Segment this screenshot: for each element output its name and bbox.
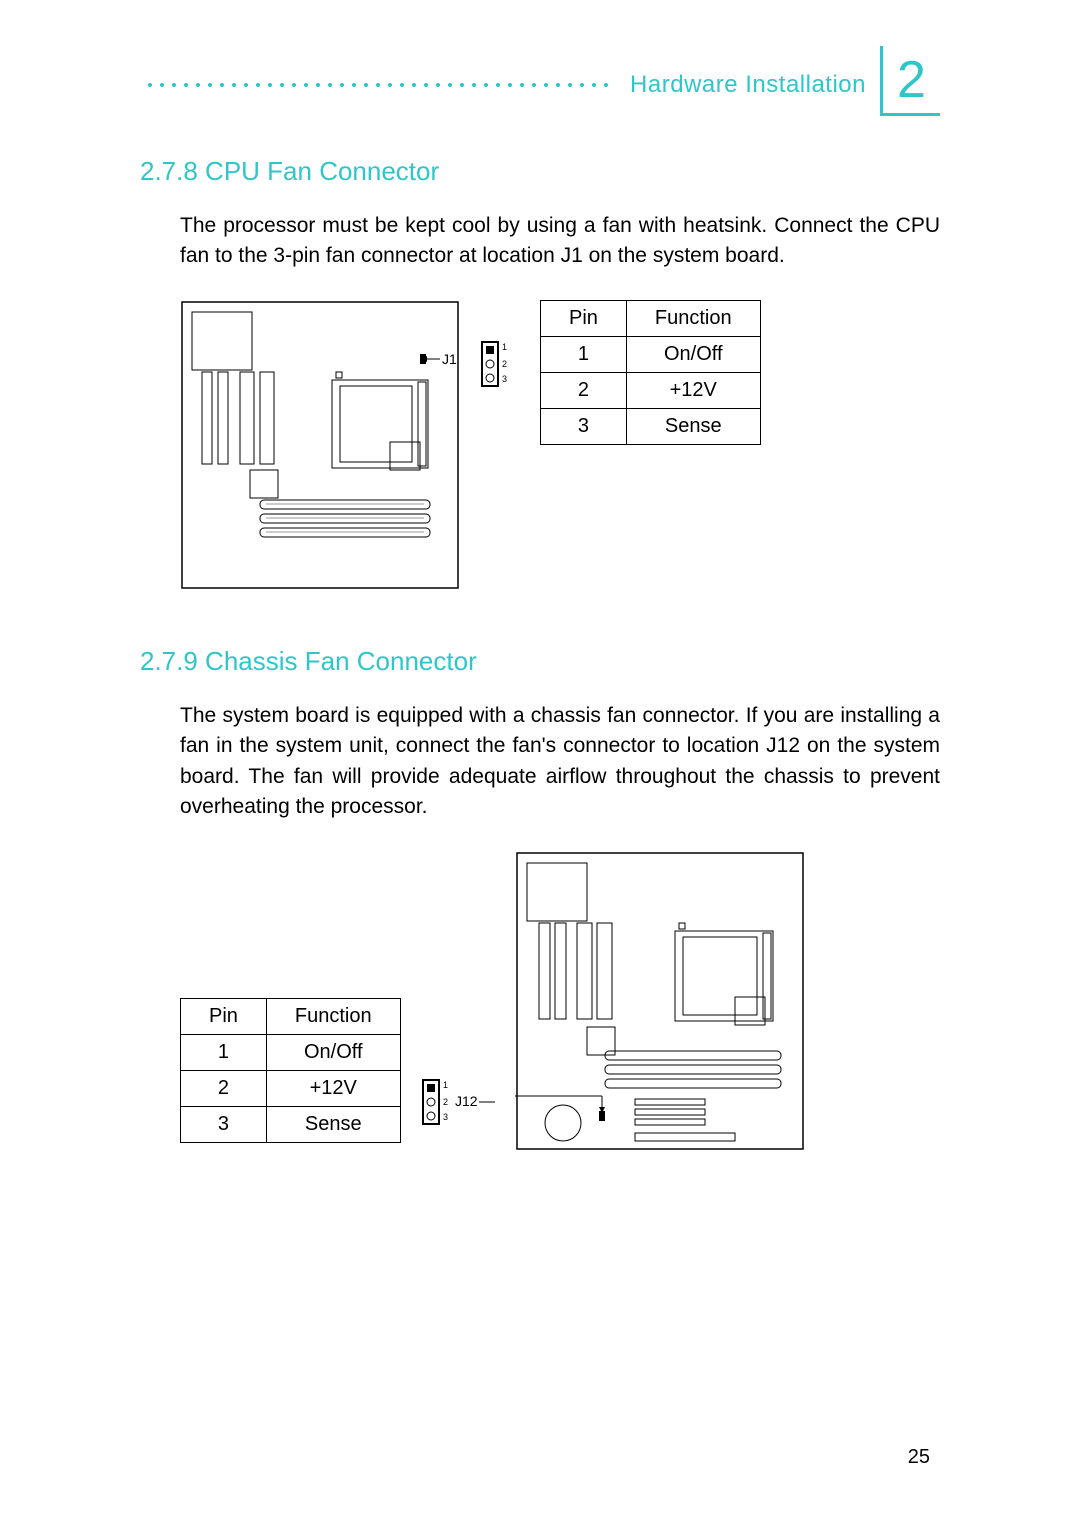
j1-label-inline: J1 xyxy=(442,351,457,367)
col-function: Function xyxy=(266,999,400,1035)
chapter-header: Hardware Installation 2 xyxy=(140,50,940,120)
pin-table-chassis-fan: Pin Function 1On/Off 2+12V 3Sense xyxy=(180,998,401,1143)
table-row: 1On/Off xyxy=(181,1035,401,1071)
section-body-chassis-fan: The system board is equipped with a chas… xyxy=(180,701,940,823)
pin-table-cpu-fan: Pin Function 1On/Off 2+12V 3Sense xyxy=(540,300,761,445)
section-heading-chassis-fan: 2.7.9 Chassis Fan Connector xyxy=(140,646,940,677)
figure-row-chassis-fan: Pin Function 1On/Off 2+12V 3Sense 1 2 3 … xyxy=(180,851,940,1151)
j12-label-inline: J12 xyxy=(455,1093,478,1109)
col-pin: Pin xyxy=(541,300,627,336)
table-row: 3Sense xyxy=(541,408,761,444)
figure-row-cpu-fan: J1 1 2 3 Pin Function 1On/Off 2+12V xyxy=(180,300,940,590)
motherboard-diagram-1: J1 xyxy=(180,300,460,590)
connector-detail-j1: 1 2 3 xyxy=(478,338,522,398)
pin-num-1b: 1 xyxy=(443,1080,448,1090)
section-body-cpu-fan: The processor must be kept cool by using… xyxy=(180,211,940,272)
dotted-leader xyxy=(140,81,616,89)
pin-num-3: 3 xyxy=(502,374,507,384)
table-row: 2+12V xyxy=(541,372,761,408)
motherboard-diagram-2 xyxy=(515,851,805,1151)
col-pin: Pin xyxy=(181,999,267,1035)
col-function: Function xyxy=(626,300,760,336)
chapter-number-box: 2 xyxy=(880,46,940,116)
pin-num-1: 1 xyxy=(502,342,507,352)
pin-num-2: 2 xyxy=(502,359,507,369)
connector-detail-j12: 1 2 3 J12 xyxy=(419,1076,497,1136)
chapter-title: Hardware Installation xyxy=(630,71,866,99)
pin-num-2b: 2 xyxy=(443,1097,448,1107)
section-heading-cpu-fan: 2.7.8 CPU Fan Connector xyxy=(140,156,940,187)
table-row: 3Sense xyxy=(181,1107,401,1143)
table-row: 2+12V xyxy=(181,1071,401,1107)
table-row: 1On/Off xyxy=(541,336,761,372)
page-number: 25 xyxy=(908,1446,930,1469)
pin-num-3b: 3 xyxy=(443,1112,448,1122)
